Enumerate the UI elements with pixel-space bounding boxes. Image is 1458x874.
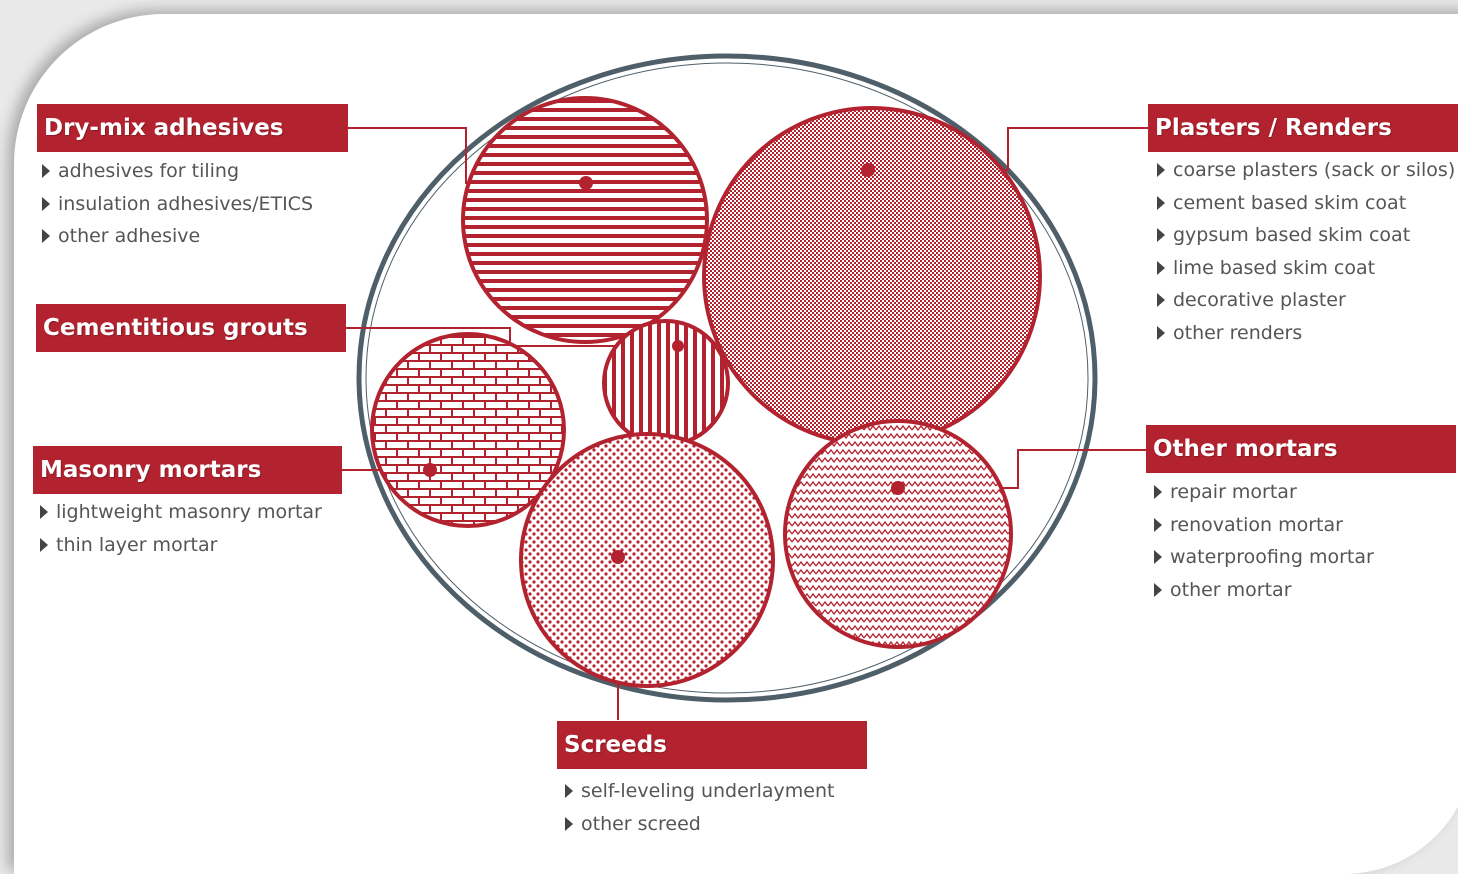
caret-right-icon [565, 784, 573, 798]
list-item: other adhesive [40, 220, 313, 253]
circle-masonry [370, 332, 566, 528]
circle-other-mortars [783, 419, 1013, 649]
list-item: repair mortar [1152, 476, 1374, 509]
circle-plasters [702, 106, 1042, 446]
caret-right-icon [1154, 582, 1162, 597]
caret-right-icon [40, 537, 48, 552]
caret-right-icon [42, 164, 50, 178]
caret-right-icon [1154, 517, 1162, 532]
list-item: other screed [563, 808, 834, 841]
connector-grouts [346, 327, 678, 347]
caret-right-icon [1154, 550, 1162, 565]
list-item: coarse plasters (sack or silos) [1155, 154, 1455, 187]
circle-screeds [519, 432, 775, 688]
circle-diagram [342, 53, 1148, 720]
list-dry-mix-adhesives: adhesives for tiling insulation adhesive… [40, 155, 313, 253]
caret-right-icon [40, 505, 48, 519]
list-item: self-leveling underlayment [563, 775, 834, 808]
label-other-mortars: Other mortars [1146, 425, 1456, 473]
list-item: thin layer mortar [38, 529, 322, 562]
label-dry-mix-adhesives: Dry-mix adhesives [37, 104, 348, 152]
caret-right-icon [1154, 485, 1162, 499]
caret-right-icon [42, 229, 50, 244]
caret-right-icon [1157, 163, 1165, 177]
circle-grouts [602, 319, 730, 447]
outer-ring-inner [365, 62, 1089, 694]
list-item: waterproofing mortar [1152, 541, 1374, 574]
label-screeds: Screeds [557, 721, 867, 769]
caret-right-icon [1157, 260, 1165, 275]
dot-other-mortars [891, 481, 905, 495]
list-item: renovation mortar [1152, 509, 1374, 542]
caret-right-icon [1157, 195, 1165, 210]
list-item: gypsum based skim coat [1155, 219, 1455, 252]
label-masonry-mortars: Masonry mortars [33, 446, 342, 494]
list-plasters-renders: coarse plasters (sack or silos) cement b… [1155, 154, 1455, 350]
list-item: lime based skim coat [1155, 252, 1455, 285]
label-cementitious-grouts: Cementitious grouts [36, 304, 346, 352]
list-item: other renders [1155, 317, 1455, 350]
dot-masonry [423, 463, 437, 477]
dot-screeds [611, 550, 625, 564]
list-masonry-mortars: lightweight masonry mortar thin layer mo… [38, 496, 322, 561]
dot-dry-mix [579, 176, 593, 190]
label-plasters-renders: Plasters / Renders [1148, 104, 1458, 152]
list-other-mortars: repair mortar renovation mortar waterpro… [1152, 476, 1374, 606]
list-item: insulation adhesives/ETICS [40, 188, 313, 221]
list-item: lightweight masonry mortar [38, 496, 322, 529]
dot-grouts [672, 340, 684, 352]
list-item: adhesives for tiling [40, 155, 313, 188]
caret-right-icon [1157, 293, 1165, 308]
circle-dry-mix [461, 96, 709, 344]
list-screeds: self-leveling underlayment other screed [563, 775, 834, 840]
connector-dots [423, 163, 905, 564]
dot-plasters [861, 163, 875, 177]
caret-right-icon [42, 196, 50, 211]
outer-ring [356, 53, 1098, 703]
list-item: cement based skim coat [1155, 187, 1455, 220]
caret-right-icon [1157, 325, 1165, 340]
list-item: decorative plaster [1155, 284, 1455, 317]
caret-right-icon [1157, 228, 1165, 243]
caret-right-icon [565, 816, 573, 831]
list-item: other mortar [1152, 574, 1374, 607]
